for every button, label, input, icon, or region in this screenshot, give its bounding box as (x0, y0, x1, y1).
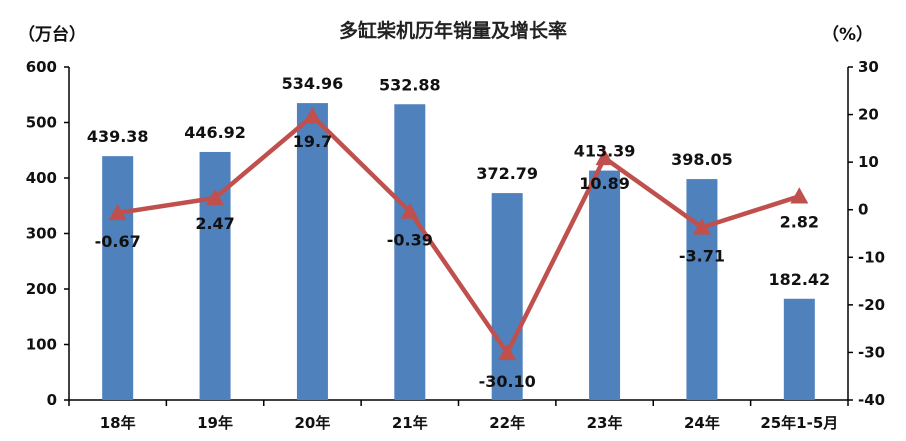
bar-value-label: 439.38 (87, 127, 149, 146)
rate-value-label: 2.47 (195, 214, 234, 233)
rate-value-label: -0.39 (387, 231, 433, 250)
rate-marker (498, 343, 517, 361)
x-tick-label: 24年 (684, 414, 720, 432)
bar (394, 104, 426, 401)
left-tick-label: 300 (26, 225, 57, 243)
rate-marker (692, 218, 711, 235)
bar-value-label: 413.39 (574, 142, 636, 161)
x-tick-label: 25年1-5月 (760, 414, 838, 432)
left-tick-label: 0 (47, 391, 57, 409)
right-tick-label: -40 (858, 391, 885, 409)
x-axis: 18年 19年 20年 21年 22年 23年 24年 25年1-5月 (68, 399, 849, 432)
bar-value-label: 532.88 (379, 75, 441, 94)
rate-marker (108, 203, 127, 221)
right-tick-label: 30 (858, 58, 879, 76)
rate-value-label: -3.71 (679, 246, 725, 265)
bar-value-label: 398.05 (671, 150, 733, 169)
x-tick-label: 21年 (392, 414, 428, 432)
rate-series (108, 106, 809, 361)
bar (783, 298, 815, 400)
left-axis-unit: （万台） (18, 24, 86, 45)
right-tick-label: 20 (858, 106, 879, 124)
left-tick-label: 400 (26, 169, 57, 187)
bar (491, 193, 523, 400)
x-tick-label: 20年 (295, 414, 331, 432)
data-labels: 439.38 446.92 534.96 532.88 372.79 413.39 398.… (87, 74, 830, 391)
bar (686, 179, 718, 400)
right-tick-label: -10 (858, 248, 885, 266)
bar-series (102, 103, 815, 401)
right-tick-label: 10 (858, 153, 879, 171)
left-axis: 0 100 200 300 400 500 600 (26, 58, 70, 409)
right-tick-label: -30 (858, 343, 885, 361)
bar-value-label: 182.42 (768, 270, 830, 289)
rate-value-label: -30.10 (479, 372, 536, 391)
rate-marker (790, 187, 809, 204)
rate-marker (206, 188, 225, 206)
chart-title: 多缸柴机历年销量及增长率 (339, 19, 567, 42)
bar (296, 103, 328, 400)
right-axis: -40 -30 -20 -10 0 10 20 30 (847, 58, 885, 409)
bar (589, 170, 621, 400)
rate-marker (595, 148, 614, 166)
x-tick-label: 22年 (489, 414, 525, 432)
right-axis-unit: （%） (822, 24, 873, 45)
bar-value-label: 372.79 (476, 164, 538, 183)
x-tick-label: 18年 (100, 414, 136, 432)
rate-value-label: -0.67 (95, 232, 141, 251)
right-tick-label: -20 (858, 296, 885, 314)
rate-value-label: 2.82 (780, 212, 819, 231)
bar-value-label: 446.92 (184, 123, 246, 142)
x-tick-label: 23年 (587, 414, 623, 432)
bar-value-label: 534.96 (282, 74, 344, 93)
bar (102, 156, 134, 400)
left-tick-label: 100 (26, 336, 57, 354)
left-tick-label: 200 (26, 280, 57, 298)
rate-marker (400, 202, 419, 219)
rate-marker (303, 106, 322, 124)
right-tick-label: 0 (858, 201, 868, 219)
rate-value-label: 19.7 (293, 132, 332, 151)
rate-value-label: 10.89 (579, 174, 630, 193)
left-tick-label: 500 (26, 114, 57, 132)
x-tick-label: 19年 (197, 414, 233, 432)
left-tick-label: 600 (26, 58, 57, 76)
rate-line (117, 113, 800, 356)
